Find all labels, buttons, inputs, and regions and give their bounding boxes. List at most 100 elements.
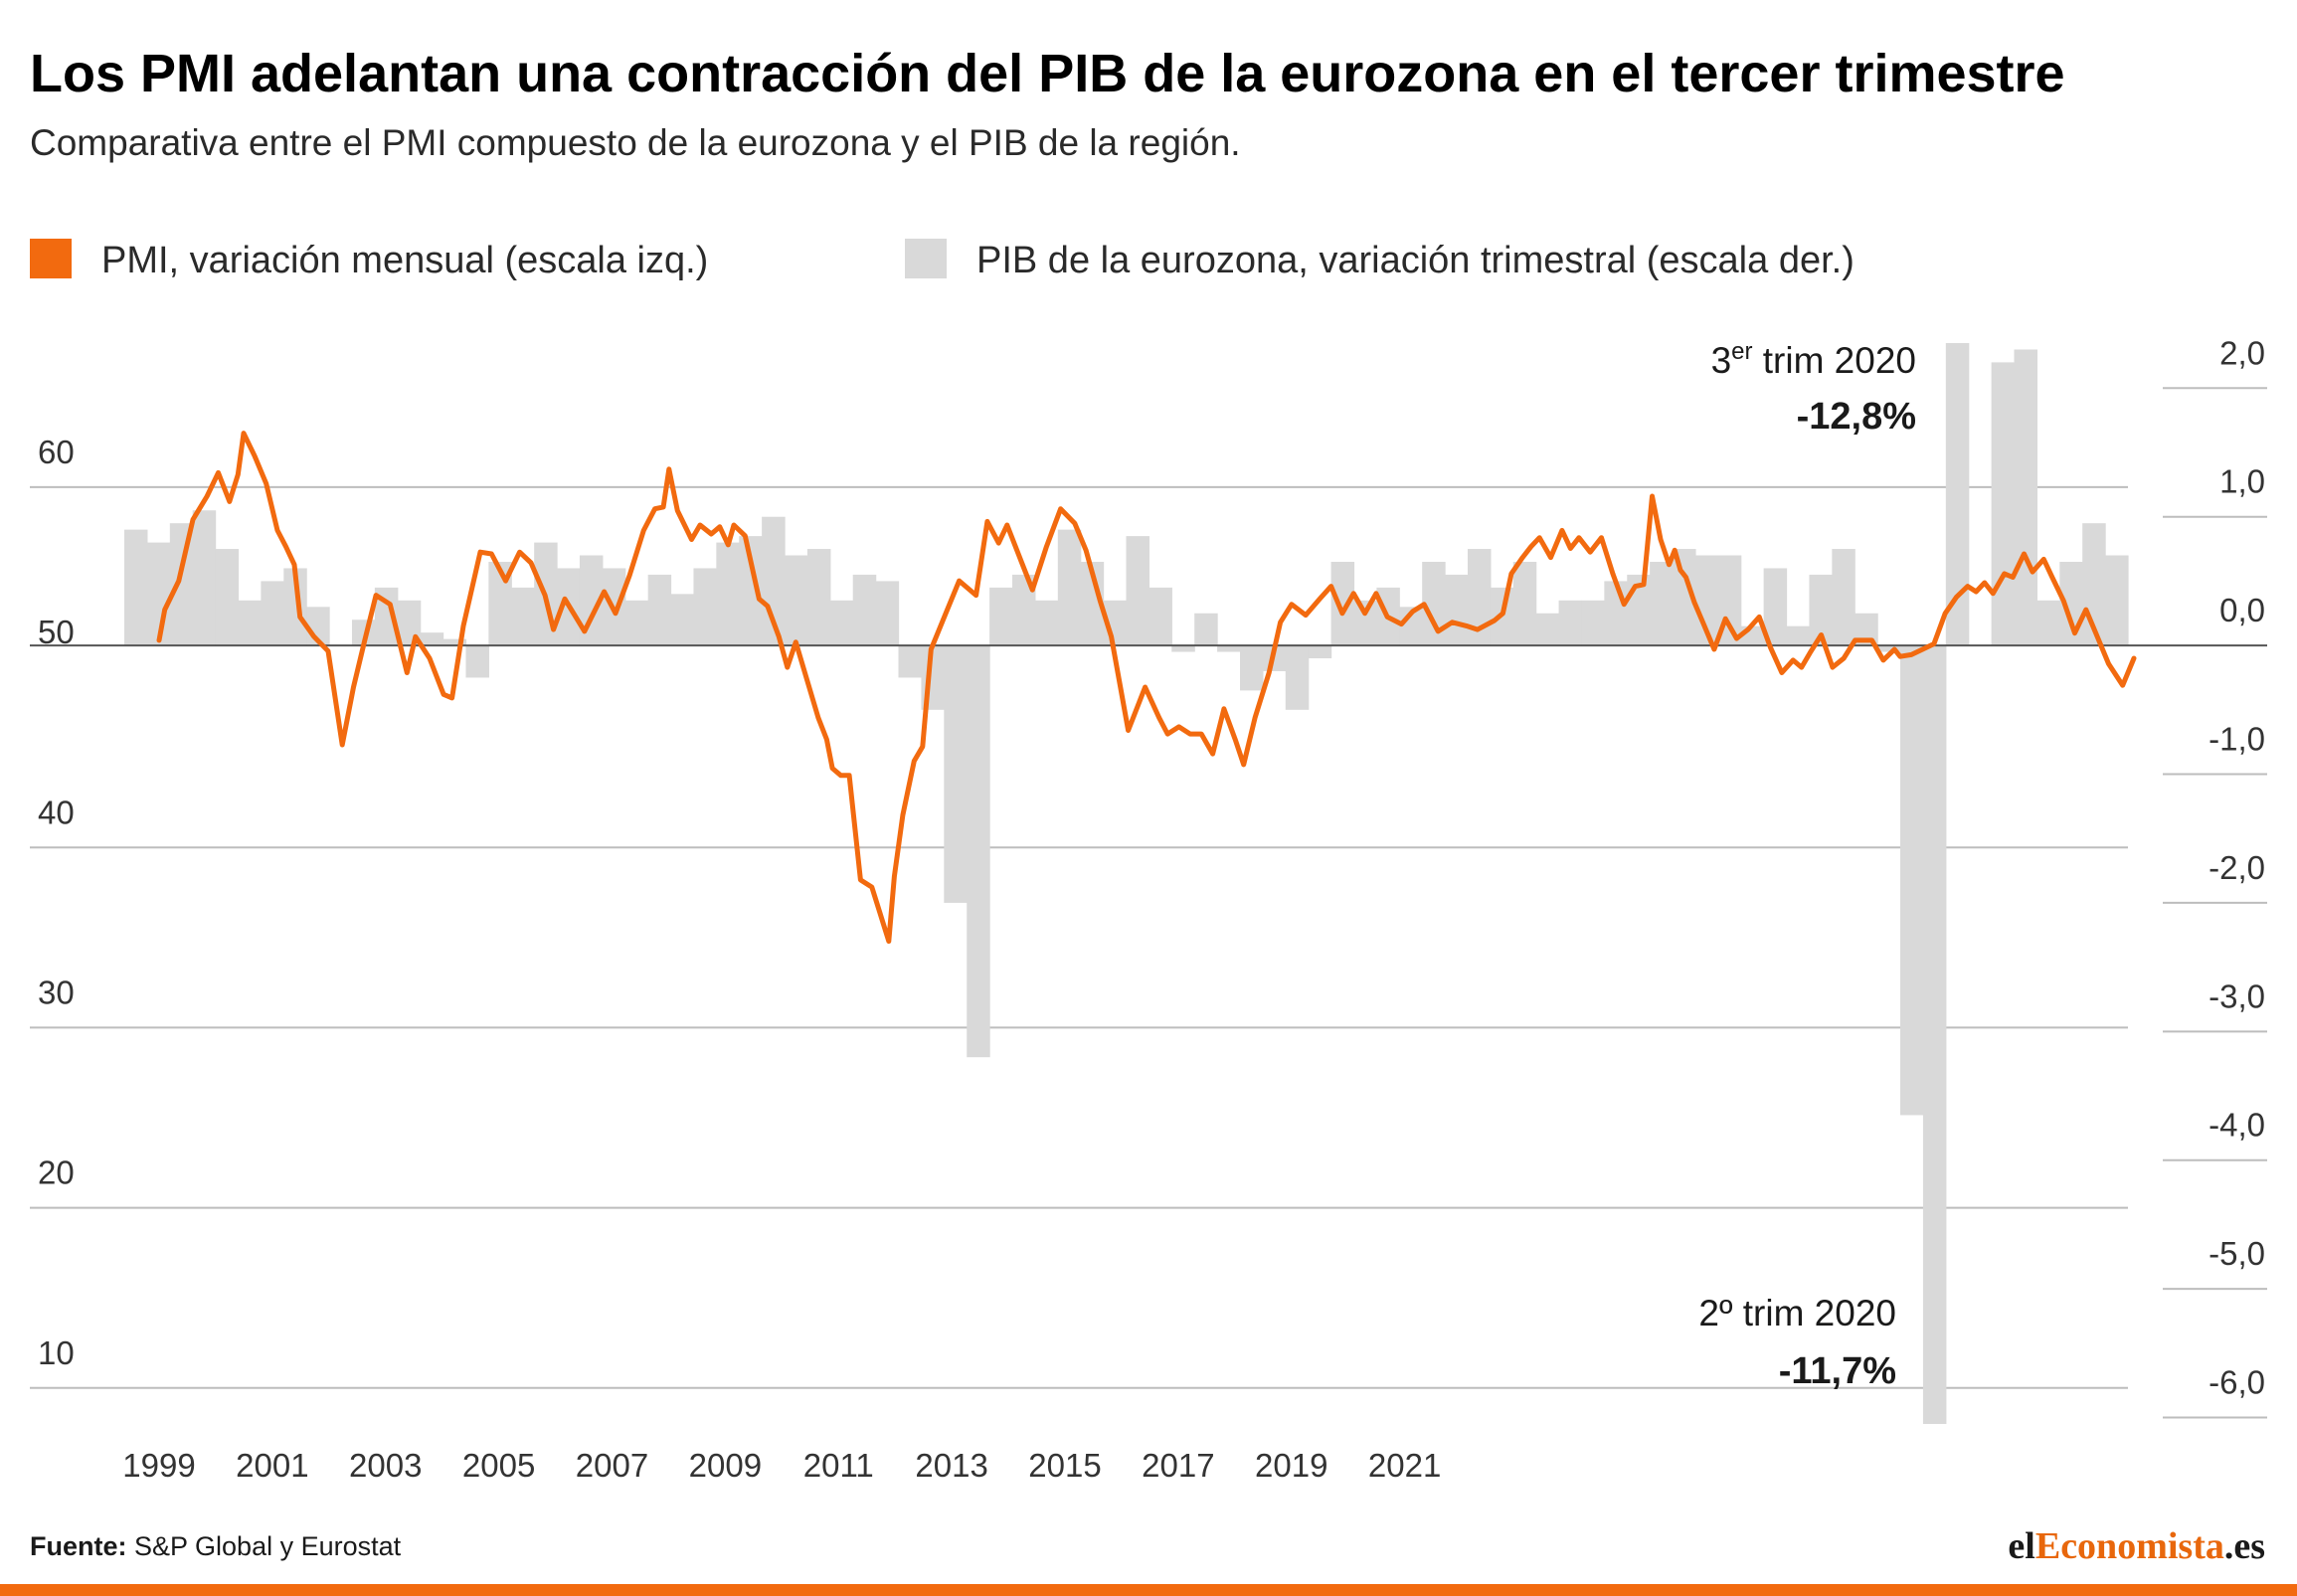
pmi-series [156,431,2137,944]
gdp-bar [1900,645,1924,1116]
gdp-bar [2036,600,2060,646]
gdp-bar [1922,645,1947,1424]
gdp-bar [829,600,854,646]
annotation-q3-2020-value: -12,8% [1797,396,1916,438]
gdp-bar [283,568,307,646]
gdp-bar [647,574,672,646]
gdp-bar [374,587,399,646]
gdp-bar [2014,349,2038,646]
gdp-bar [1786,625,1811,646]
gdp-bar [785,555,808,646]
chart-title: Los PMI adelantan una contracción del PI… [30,44,2065,103]
gdp-bar [806,549,831,646]
x-tick-label: 2021 [1368,1447,1441,1484]
left-gridlines [30,485,2128,1389]
gdp-bar [124,529,148,646]
gdp-bar [1353,600,1377,646]
legend-swatch-gdp [905,239,947,278]
x-tick-label: 2007 [576,1447,648,1484]
left-tick-label: 40 [38,794,75,830]
gdp-bar [624,600,649,646]
gdp-bars [124,343,2129,1424]
right-tick-label: -1,0 [2209,721,2265,758]
gdp-bar [1217,645,1241,652]
right-tick-label: 1,0 [2219,463,2265,500]
right-tick-label: -5,0 [2209,1235,2265,1272]
gdp-bar [716,542,740,646]
gdp-bar [1308,645,1332,659]
gdp-bar [192,510,217,646]
x-tick-label: 2001 [236,1447,308,1484]
gdp-bar [2105,555,2129,646]
gdp-bar [1809,574,1833,646]
gdp-bar [420,632,444,646]
right-gridlines [2163,387,2267,1419]
right-tick-label: -6,0 [2209,1364,2265,1401]
gdp-bar [693,568,717,646]
chart-subtitle: Comparativa entre el PMI compuesto de la… [30,122,1241,163]
footer-accent-bar [0,1584,2297,1596]
x-tick-label: 2019 [1255,1447,1327,1484]
gdp-bar [1057,529,1082,646]
gdp-bar [739,536,763,646]
gdp-bar [1945,343,1970,646]
gdp-bar [1558,600,1583,646]
gdp-bar [1763,568,1788,646]
gdp-bar [875,581,900,646]
gdp-bar [967,645,990,1058]
gdp-bar [944,645,968,903]
left-tick-label: 60 [38,434,75,470]
left-tick-label: 50 [38,614,75,650]
right-tick-label: 0,0 [2219,592,2265,628]
gdp-bar [1832,549,1855,646]
gdp-bar [1080,561,1105,646]
gdp-bar [1991,362,2016,646]
gdp-bar [1855,613,1878,646]
gdp-bar [511,587,535,646]
gdp-bar [1604,581,1628,646]
gdp-bar [1512,561,1537,646]
x-tick-label: 1999 [122,1447,195,1484]
gdp-bar [1467,549,1492,646]
brand-logo: elEconomista.es [2008,1525,2265,1567]
right-tick-label: -2,0 [2209,849,2265,886]
gdp-bar [1581,600,1605,646]
left-tick-label: 20 [38,1154,75,1191]
gdp-bar [465,645,489,678]
gdp-bar [579,555,604,646]
legend-swatch-pmi [30,239,72,278]
source-note: Fuente: S&P Global y Eurostat [30,1531,402,1561]
x-tick-label: 2013 [915,1447,987,1484]
right-tick-label: -4,0 [2209,1107,2265,1144]
x-tick-label: 2005 [462,1447,535,1484]
gdp-bar [1239,645,1264,691]
x-tick-label: 2009 [689,1447,762,1484]
gdp-bar [1877,645,1901,652]
gdp-bar [1012,574,1036,646]
x-tick-label: 2017 [1142,1447,1214,1484]
annotation-q2-2020-value: -11,7% [1779,1350,1896,1392]
right-tick-label: -3,0 [2209,977,2265,1014]
left-tick-label: 10 [38,1334,75,1371]
x-tick-label: 2003 [349,1447,422,1484]
gdp-bar [1673,549,1696,646]
x-tick-label: 2015 [1028,1447,1101,1484]
gdp-bar [397,600,422,646]
gdp-bar [1650,561,1674,646]
gdp-bar [1740,625,1765,646]
gdp-bar [1148,587,1172,646]
gdp-bar [670,594,695,646]
gdp-bar [442,638,467,646]
gdp-bar [1422,561,1446,646]
x-tick-label: 2011 [803,1447,874,1484]
annotation-q3-2020-label: 3er trim 2020 [1711,338,1916,381]
gdp-bar [215,549,240,646]
right-axis-ticks: 2,0 1,0 0,0 -1,0 -2,0 -3,0 -4,0 -5,0 -6,0 [2209,334,2265,1400]
gdp-bar [261,581,284,646]
gdp-bar [1194,613,1218,646]
pmi-line [156,431,2137,944]
gdp-bar [989,587,1013,646]
gdp-bar [1445,574,1469,646]
gdp-bar [1171,645,1195,652]
